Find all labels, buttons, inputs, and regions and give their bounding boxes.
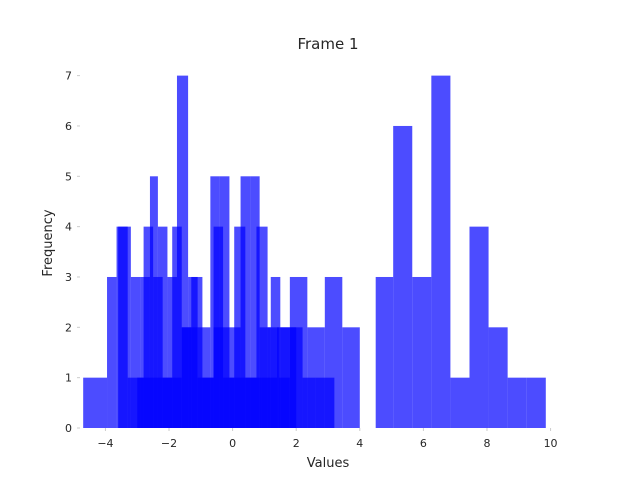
histogram-bar [469, 226, 489, 428]
y-tick-label: 1 [65, 372, 72, 385]
histogram-bar [375, 276, 394, 428]
x-tick-label: 0 [229, 437, 236, 450]
x-tick-label: 10 [544, 437, 558, 450]
histogram-bar [315, 377, 335, 428]
y-tick-label: 7 [65, 70, 72, 83]
histogram-bar [393, 125, 413, 429]
x-tick-label: 4 [356, 437, 363, 450]
histogram-bar [261, 377, 278, 428]
histogram-bar [176, 75, 189, 429]
histogram-bar [245, 377, 262, 428]
histogram-bar [250, 176, 260, 428]
chart-title: Frame 1 [297, 35, 358, 53]
histogram-bar [431, 75, 451, 429]
x-tick-label: −4 [97, 437, 113, 450]
y-tick-label: 3 [65, 271, 72, 284]
histogram-bar [153, 377, 170, 428]
histogram-bar [342, 327, 360, 428]
histogram-bar [143, 226, 154, 428]
histogram-bar [229, 377, 246, 428]
histogram-bar [412, 276, 432, 428]
y-tick-label: 6 [65, 120, 72, 133]
histogram-bar [234, 226, 246, 428]
histogram-bar [167, 276, 177, 428]
y-tick-label: 2 [65, 321, 72, 334]
histogram-bar [488, 327, 508, 428]
y-axis-label: Frequency [41, 209, 56, 276]
histogram-bar [83, 377, 108, 428]
y-tick-label: 5 [65, 170, 72, 183]
histogram-bar [507, 377, 527, 428]
histogram-bar [153, 276, 163, 428]
histogram-bar [172, 226, 182, 428]
histogram-bar [118, 226, 128, 428]
histogram-bar [526, 377, 546, 428]
histogram-bar [213, 327, 230, 428]
x-tick-label: −2 [161, 437, 177, 450]
histogram-bar [256, 226, 268, 428]
x-tick-label: 8 [483, 437, 490, 450]
x-axis-label: Values [307, 456, 350, 471]
y-axis: 0 1 2 3 4 5 6 7 [65, 70, 80, 435]
histogram-bar [302, 377, 316, 428]
x-axis: −4 −2 0 2 4 6 8 10 [97, 428, 558, 450]
histogram-bars [83, 75, 546, 429]
histogram-bar [197, 377, 214, 428]
histogram-bar [181, 327, 198, 428]
histogram-bar [107, 276, 117, 428]
histogram-bar [277, 327, 297, 428]
histogram-bar [169, 377, 182, 428]
histogram-bar [137, 377, 154, 428]
y-tick-label: 4 [65, 221, 72, 234]
histogram-bar [130, 276, 141, 428]
x-tick-label: 2 [293, 437, 300, 450]
y-tick-label: 0 [65, 422, 72, 435]
histogram-bar [450, 377, 470, 428]
histogram-bar [219, 176, 230, 428]
x-tick-label: 6 [420, 437, 427, 450]
